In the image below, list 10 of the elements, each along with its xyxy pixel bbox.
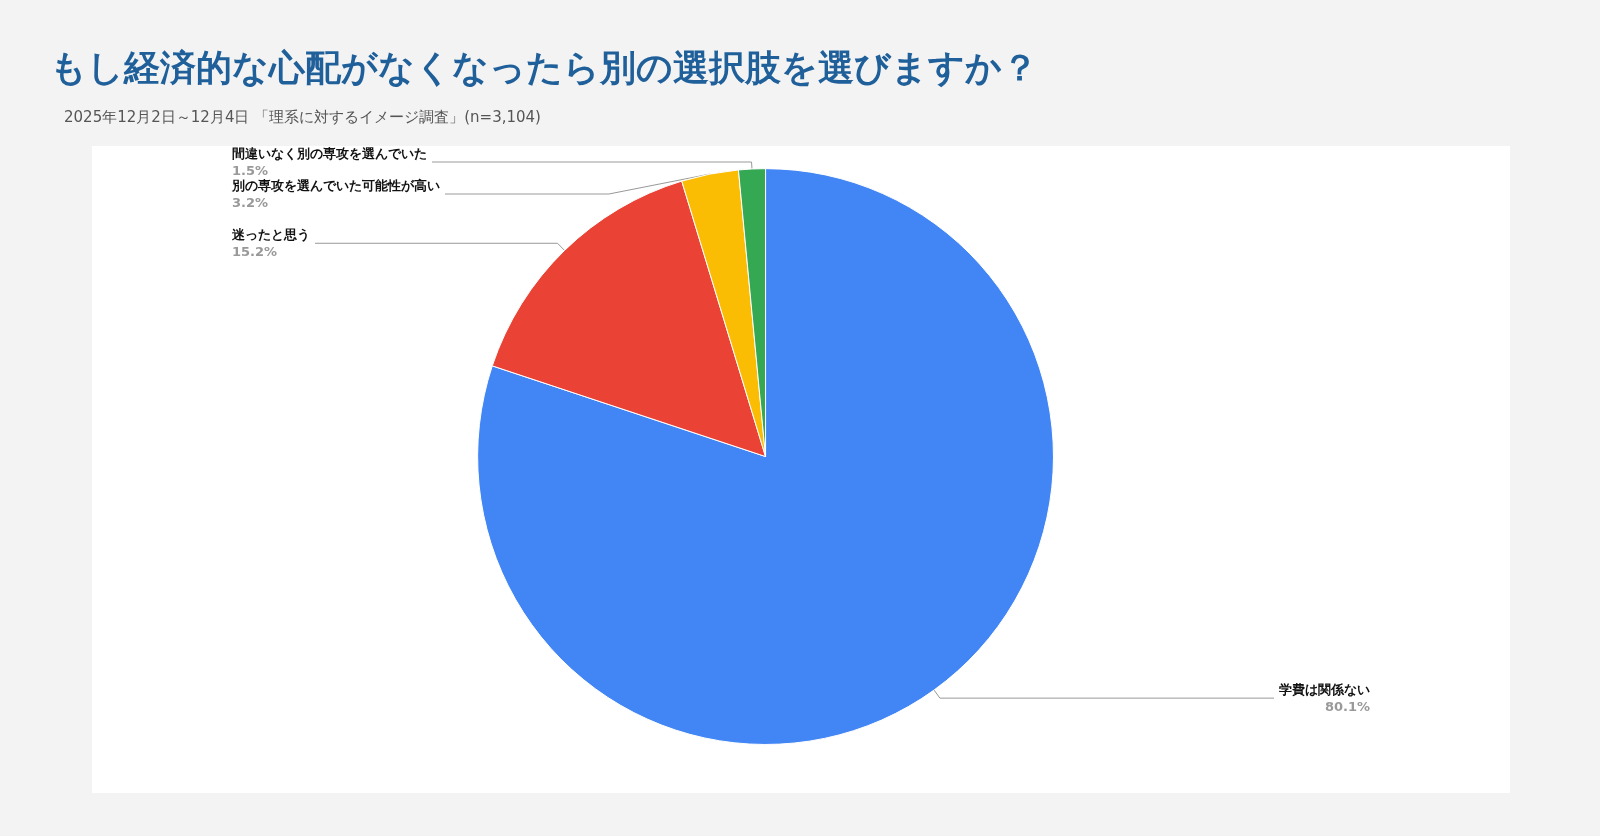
slice-label: 間違いなく別の専攻を選んでいた: [232, 146, 427, 161]
slice-label: 別の専攻を選んでいた可能性が高い: [231, 178, 440, 193]
data-label: 1.5%: [232, 163, 269, 178]
chart-title: もし経済的な心配がなくなったら別の選択肢を選びますか？: [50, 46, 1038, 90]
slice-label: 学費は関係ない: [1279, 682, 1370, 698]
chart-subtitle: 2025年12月2日～12月4日 「理系に対するイメージ調査」(n=3,104): [64, 108, 541, 127]
data-label: 15.2%: [232, 244, 278, 260]
data-label: 80.1%: [1324, 699, 1370, 715]
slice-label: 迷ったと思う: [231, 227, 310, 243]
data-label: 3.2%: [232, 195, 269, 210]
